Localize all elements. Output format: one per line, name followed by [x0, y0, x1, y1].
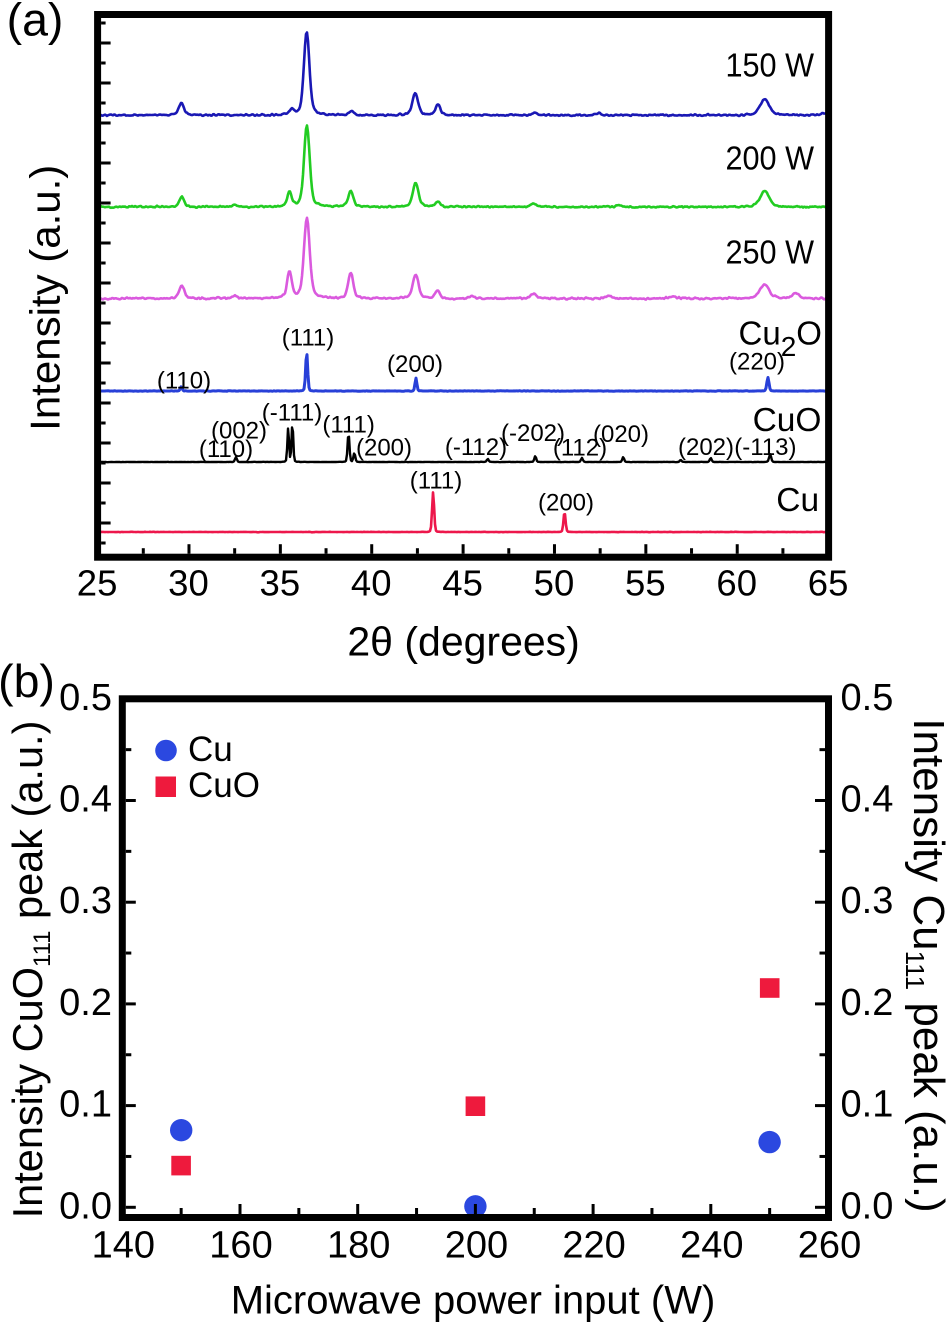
svg-text:CuO: CuO	[753, 402, 822, 439]
svg-text:0.3: 0.3	[59, 880, 112, 922]
svg-text:CuO: CuO	[188, 766, 260, 805]
svg-text:65: 65	[808, 562, 849, 603]
svg-text:0.1: 0.1	[59, 1084, 112, 1126]
svg-text:200 W: 200 W	[725, 139, 814, 177]
svg-text:(200): (200)	[387, 351, 443, 378]
svg-text:(220): (220)	[729, 349, 785, 376]
svg-text:0.3: 0.3	[841, 880, 894, 922]
svg-text:0.5: 0.5	[59, 677, 112, 719]
svg-text:(a): (a)	[7, 0, 64, 46]
svg-text:260: 260	[798, 1225, 861, 1267]
svg-text:Cu: Cu	[188, 730, 233, 769]
svg-text:50: 50	[534, 562, 575, 603]
svg-text:Cu2O: Cu2O	[739, 315, 822, 363]
svg-text:0.4: 0.4	[59, 779, 112, 821]
svg-text:2θ (degrees): 2θ (degrees)	[347, 618, 579, 664]
svg-text:(b): (b)	[0, 655, 55, 707]
svg-text:Microwave power input (W): Microwave power input (W)	[231, 1279, 716, 1323]
svg-text:0.4: 0.4	[841, 779, 894, 821]
svg-text:(002): (002)	[211, 418, 267, 445]
svg-text:Intensity Cu111 peak (a.u.): Intensity Cu111 peak (a.u.)	[900, 718, 950, 1212]
svg-text:0.2: 0.2	[59, 982, 112, 1024]
svg-text:(110): (110)	[199, 436, 253, 463]
svg-text:(110): (110)	[157, 368, 211, 395]
svg-text:(202): (202)	[678, 434, 734, 461]
svg-text:40: 40	[351, 562, 392, 603]
svg-text:(-202): (-202)	[501, 420, 565, 447]
svg-text:(-112): (-112)	[445, 434, 507, 461]
svg-text:180: 180	[327, 1225, 390, 1267]
svg-text:160: 160	[209, 1225, 272, 1267]
svg-text:(111): (111)	[282, 325, 334, 352]
svg-text:0.2: 0.2	[841, 982, 894, 1024]
svg-text:Intensity CuO111 peak (a.u.): Intensity CuO111 peak (a.u.)	[4, 721, 56, 1219]
svg-text:Intensity (a.u.): Intensity (a.u.)	[22, 165, 69, 431]
svg-text:60: 60	[716, 562, 757, 603]
svg-text:150 W: 150 W	[725, 46, 814, 84]
svg-text:250 W: 250 W	[725, 233, 814, 271]
svg-text:(200): (200)	[538, 490, 594, 517]
svg-text:0.0: 0.0	[841, 1185, 894, 1227]
svg-text:(-113): (-113)	[734, 434, 796, 461]
svg-text:30: 30	[168, 562, 209, 603]
svg-text:Cu: Cu	[776, 482, 819, 519]
svg-text:(111): (111)	[410, 468, 462, 495]
svg-text:240: 240	[680, 1225, 743, 1267]
svg-text:55: 55	[625, 562, 666, 603]
svg-text:(020): (020)	[593, 421, 649, 448]
svg-text:200: 200	[445, 1225, 508, 1267]
svg-text:45: 45	[442, 562, 483, 603]
svg-text:(200): (200)	[356, 435, 412, 462]
svg-text:0.1: 0.1	[841, 1084, 894, 1126]
svg-text:25: 25	[77, 562, 118, 603]
svg-text:(111): (111)	[322, 412, 374, 439]
svg-text:35: 35	[260, 562, 301, 603]
svg-text:0.0: 0.0	[59, 1185, 112, 1227]
svg-text:140: 140	[92, 1225, 155, 1267]
svg-text:0.5: 0.5	[841, 677, 894, 719]
svg-text:220: 220	[562, 1225, 625, 1267]
svg-text:(-111): (-111)	[262, 399, 322, 426]
svg-text:(112): (112)	[553, 434, 607, 461]
